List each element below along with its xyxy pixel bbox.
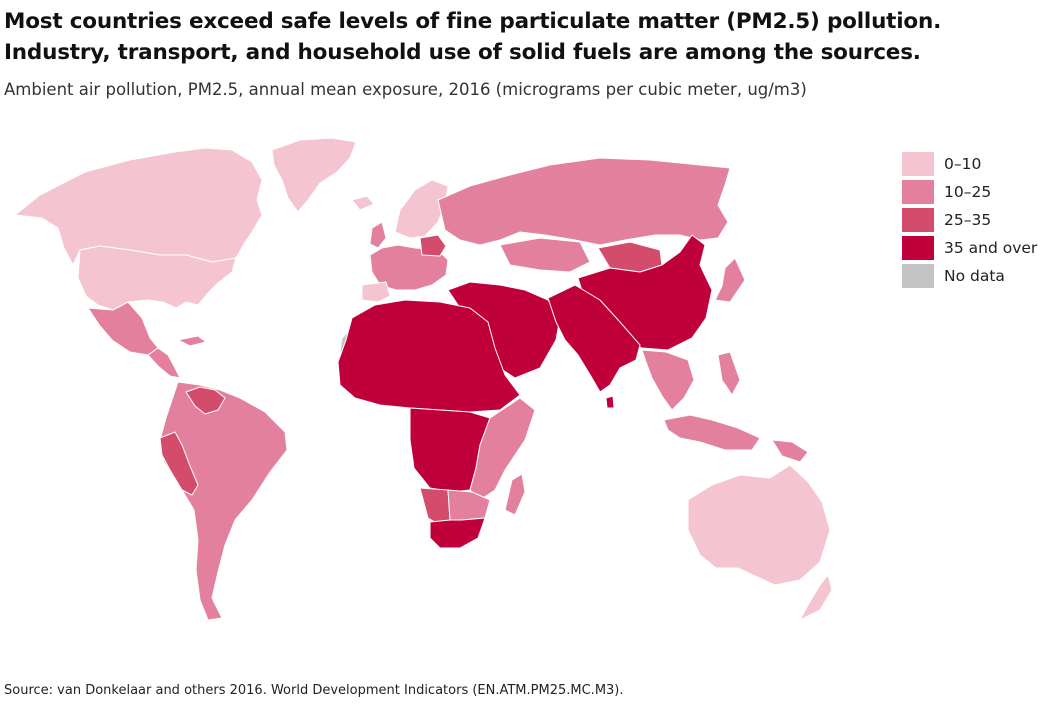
legend-item: 10–25 [902, 178, 1037, 206]
source-note: Source: van Donkelaar and others 2016. W… [4, 683, 624, 698]
map-region-mongolia [597, 241, 663, 273]
legend-label: 0–10 [944, 155, 982, 173]
legend: 0–10 10–25 25–35 35 and over No data [902, 150, 1037, 290]
map-region-southeast-asia [641, 349, 695, 411]
map-region-australia [687, 464, 831, 586]
map-region-caribbean [177, 335, 207, 347]
map-region-uk [369, 221, 387, 249]
legend-item: No data [902, 262, 1037, 290]
legend-swatch [902, 180, 934, 204]
map-region-poland [419, 234, 447, 257]
legend-item: 35 and over [902, 234, 1037, 262]
legend-label: No data [944, 267, 1005, 285]
map-region-central-america [147, 347, 181, 379]
chart-subtitle: Ambient air pollution, PM2.5, annual mea… [4, 80, 807, 99]
map-region-iberia [361, 281, 391, 303]
map-region-north-america [14, 147, 263, 266]
map-region-sri-lanka [605, 395, 615, 409]
map-region-nordic [394, 179, 449, 239]
map-region-iceland [351, 195, 375, 211]
title-line-1: Most countries exceed safe levels of fin… [4, 9, 942, 34]
map-region-papua-new-guinea [771, 439, 809, 463]
chart-title: Most countries exceed safe levels of fin… [4, 6, 1044, 68]
map-region-north-africa-sahel [337, 299, 521, 413]
map-region-united-states [77, 245, 237, 311]
legend-label: 10–25 [944, 183, 992, 201]
map-region-venezuela [185, 386, 226, 415]
map-region-mexico [87, 301, 159, 356]
map-region-south-america [159, 381, 288, 621]
map-region-peru [159, 431, 199, 496]
map-region-namibia [419, 487, 451, 526]
map-region-madagascar [504, 473, 526, 516]
map-region-south-africa [429, 517, 486, 549]
map-region-new-zealand [799, 574, 833, 621]
map-region-indonesia [663, 414, 761, 451]
map-region-japan [714, 257, 746, 303]
legend-swatch [902, 236, 934, 260]
legend-swatch [902, 264, 934, 288]
world-map [14, 137, 833, 621]
map-region-east-africa [469, 397, 536, 501]
map-region-russia [437, 157, 731, 246]
map-region-philippines [717, 351, 741, 396]
legend-item: 0–10 [902, 150, 1037, 178]
map-region-south-asia [547, 284, 641, 393]
legend-swatch [902, 208, 934, 232]
map-region-central-asia [499, 237, 591, 273]
legend-item: 25–35 [902, 206, 1037, 234]
map-region-greenland [271, 137, 357, 213]
legend-swatch [902, 152, 934, 176]
legend-label: 35 and over [944, 239, 1038, 257]
title-line-2: Industry, transport, and household use o… [4, 40, 921, 65]
legend-label: 25–35 [944, 211, 992, 229]
